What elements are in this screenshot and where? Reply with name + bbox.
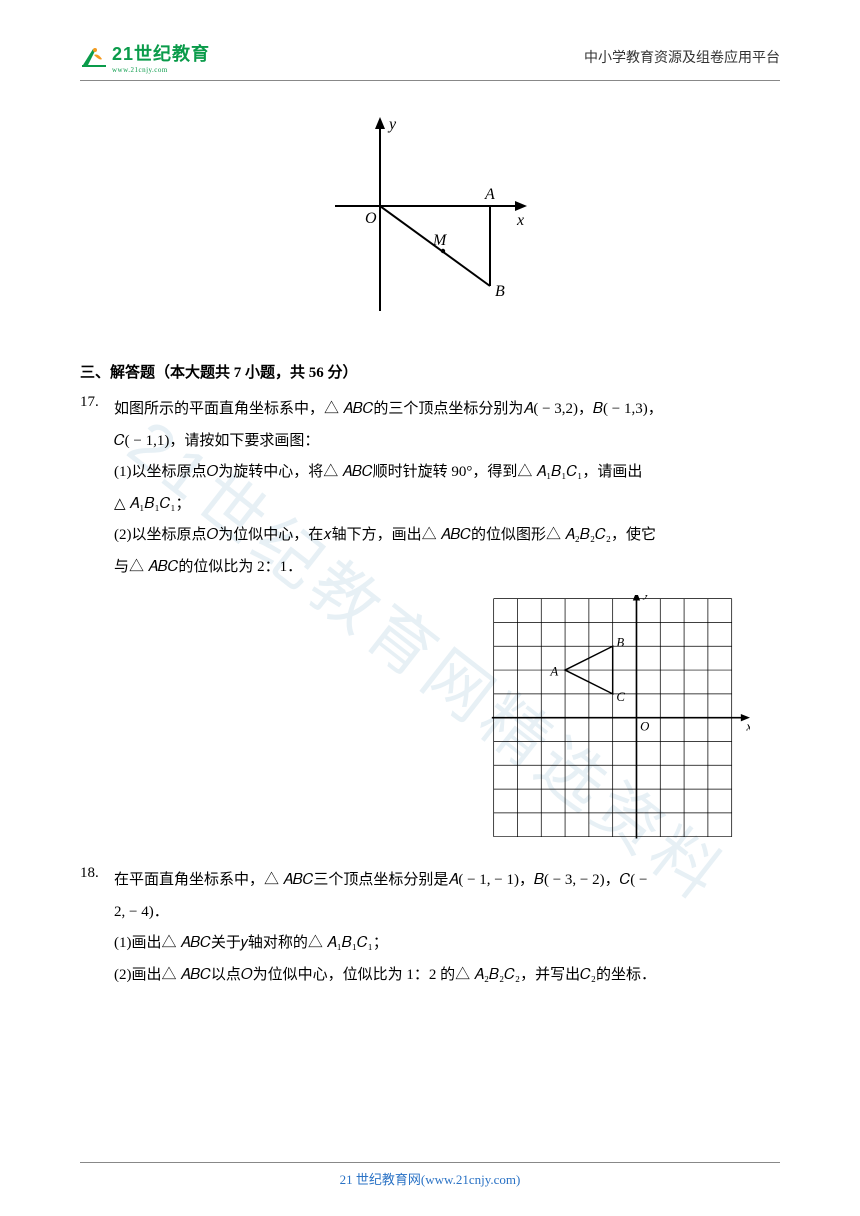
problem-18-line: 2, − 4)．	[114, 897, 780, 929]
svg-text:A: A	[484, 186, 495, 203]
svg-text:x: x	[516, 212, 524, 229]
logo: 21世纪教育 www.21cnjy.com	[80, 40, 210, 74]
svg-text:A: A	[549, 665, 558, 679]
problem-17-line: (1)以坐标原点𝑂为旋转中心，将△ 𝐴𝐵𝐶顺时针旋转 90°，得到△ 𝐴₁𝐵₁𝐶…	[114, 457, 780, 489]
svg-text:B: B	[616, 635, 624, 649]
logo-text-block: 21世纪教育 www.21cnjy.com	[112, 40, 210, 74]
figure-grid-wrapper: y x O A B C	[80, 595, 780, 855]
logo-subtext: www.21cnjy.com	[112, 66, 210, 74]
header: 21世纪教育 www.21cnjy.com 中小学教育资源及组卷应用平台	[80, 40, 780, 81]
problem-18-line: 在平面直角坐标系中，△ 𝐴𝐵𝐶三个顶点坐标分别是𝐴( − 1, − 1)，𝐵( …	[114, 865, 780, 897]
svg-text:y: y	[642, 595, 650, 600]
problem-18-number: 18.	[80, 865, 114, 991]
svg-text:C: C	[616, 690, 625, 704]
problem-17-line: △ 𝐴₁𝐵₁𝐶₁；	[114, 489, 780, 521]
problem-18-body: 在平面直角坐标系中，△ 𝐴𝐵𝐶三个顶点坐标分别是𝐴( − 1, − 1)，𝐵( …	[114, 865, 780, 991]
footer: 21 世纪教育网(www.21cnjy.com)	[80, 1162, 780, 1188]
footer-text: 21 世纪教育网(www.21cnjy.com)	[340, 1172, 521, 1187]
svg-text:x: x	[745, 719, 750, 733]
logo-icon	[80, 45, 108, 69]
problem-18-line: (1)画出△ 𝐴𝐵𝐶关于𝑦轴对称的△ 𝐴₁𝐵₁𝐶₁；	[114, 928, 780, 960]
header-right-text: 中小学教育资源及组卷应用平台	[584, 47, 780, 67]
svg-text:O: O	[640, 719, 649, 733]
section-3-title: 三、解答题（本大题共 7 小题，共 56 分）	[80, 361, 780, 382]
problem-17-line: (2)以坐标原点𝑂为位似中心，在𝑥轴下方，画出△ 𝐴𝐵𝐶的位似图形△ 𝐴₂𝐵₂𝐶…	[114, 520, 780, 552]
problem-17-number: 17.	[80, 394, 114, 583]
problem-17-body: 如图所示的平面直角坐标系中，△ 𝐴𝐵𝐶的三个顶点坐标分别为𝐴( − 3,2)，𝐵…	[114, 394, 780, 583]
svg-text:O: O	[365, 210, 377, 227]
svg-text:B: B	[495, 283, 505, 300]
problem-18: 18. 在平面直角坐标系中，△ 𝐴𝐵𝐶三个顶点坐标分别是𝐴( − 1, − 1)…	[80, 865, 780, 991]
page: 21世纪教育 www.21cnjy.com 中小学教育资源及组卷应用平台 y x…	[0, 0, 860, 1216]
problem-17-line: 如图所示的平面直角坐标系中，△ 𝐴𝐵𝐶的三个顶点坐标分别为𝐴( − 3,2)，𝐵…	[114, 394, 780, 426]
problem-17-line: 𝐶( − 1,1)，请按如下要求画图：	[114, 426, 780, 458]
svg-text:y: y	[387, 116, 397, 133]
problem-17-line: 与△ 𝐴𝐵𝐶的位似比为 2：1．	[114, 552, 780, 584]
logo-text: 21世纪教育	[112, 44, 210, 64]
figure-triangle-oab: y x O A B M	[325, 111, 535, 321]
svg-text:M: M	[432, 232, 448, 249]
problem-17: 17. 如图所示的平面直角坐标系中，△ 𝐴𝐵𝐶的三个顶点坐标分别为𝐴( − 3,…	[80, 394, 780, 583]
problem-18-line: (2)画出△ 𝐴𝐵𝐶以点𝑂为位似中心，位似比为 1：2 的△ 𝐴₂𝐵₂𝐶₂，并写…	[114, 960, 780, 992]
figure-coordinate-grid: y x O A B C	[490, 595, 750, 855]
